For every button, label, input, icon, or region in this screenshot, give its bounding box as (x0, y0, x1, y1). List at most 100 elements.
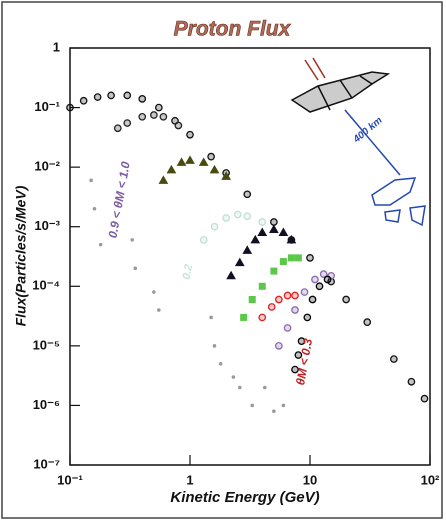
annotation: θM < 0.3 (293, 337, 315, 386)
point (286, 234, 297, 244)
point (257, 227, 268, 236)
point (267, 303, 276, 311)
point (233, 210, 242, 219)
point (420, 394, 429, 403)
orbit-sketch (344, 109, 426, 227)
point (294, 254, 302, 262)
point (107, 91, 115, 100)
point (291, 291, 299, 300)
point (176, 157, 187, 166)
y-tick-label: 1 (53, 39, 60, 54)
y-tick-label: 10⁻⁷ (33, 456, 60, 471)
point (113, 124, 122, 133)
point (199, 236, 208, 244)
point (250, 403, 255, 408)
point (93, 93, 102, 101)
point (283, 324, 292, 332)
point (407, 377, 416, 386)
point (198, 157, 209, 166)
x-tick-label: 10² (421, 472, 440, 487)
x-tick-label: 1 (186, 472, 193, 487)
point (342, 295, 350, 304)
point (319, 270, 328, 278)
point (291, 306, 299, 314)
point (186, 130, 194, 139)
point (303, 313, 312, 322)
point (390, 355, 398, 363)
point (270, 218, 278, 226)
point (159, 112, 168, 121)
point (221, 171, 231, 180)
point (281, 403, 286, 408)
point (185, 155, 195, 164)
point (243, 190, 252, 199)
point (315, 282, 324, 291)
point (306, 254, 314, 262)
point (248, 296, 256, 304)
point (89, 178, 93, 183)
x-tick-label: 10⁻¹ (57, 472, 83, 487)
point (66, 103, 74, 112)
y-tick-label: 10⁻² (34, 159, 60, 174)
point (283, 291, 292, 300)
point (218, 361, 223, 366)
point (363, 318, 372, 327)
point (138, 95, 147, 103)
y-tick-label: 10⁻³ (34, 218, 60, 233)
point (123, 119, 132, 127)
annotation: 400 km (351, 115, 385, 146)
point (123, 91, 132, 100)
point (311, 275, 319, 284)
point (270, 267, 278, 275)
point (237, 385, 242, 390)
point (209, 164, 220, 174)
point (272, 409, 276, 414)
point (207, 152, 215, 161)
point (279, 258, 287, 266)
x-tick-label: 10 (303, 472, 317, 487)
point (274, 342, 283, 350)
point (258, 218, 267, 226)
point (150, 111, 158, 119)
y-tick-label: 10⁻⁵ (33, 337, 60, 352)
point (130, 238, 135, 242)
point (138, 112, 147, 121)
y-tick-label: 10⁻⁶ (33, 397, 60, 412)
point (152, 290, 156, 294)
point (297, 337, 306, 345)
point (258, 313, 267, 322)
x-axis-label: Kinetic Energy (GeV) (170, 489, 319, 506)
point (209, 315, 213, 320)
point (243, 212, 252, 221)
point (226, 270, 236, 280)
point (174, 121, 183, 130)
point (323, 275, 332, 284)
y-tick-label: 10⁻¹ (34, 99, 60, 114)
plot-frame (69, 47, 431, 466)
point (308, 295, 317, 304)
point (269, 224, 279, 233)
point (278, 227, 289, 236)
point (294, 351, 303, 359)
point (92, 206, 97, 211)
chart-title: Proton Flux (174, 18, 292, 41)
point (291, 365, 299, 374)
point (300, 288, 309, 296)
point (157, 308, 161, 312)
y-axis-label: Flux(Particles/s/MeV) (13, 185, 29, 326)
point (231, 375, 236, 379)
point (158, 175, 169, 184)
point (240, 313, 248, 321)
annotation: 0.9 < θM < 1.0 (106, 160, 133, 239)
point (274, 295, 283, 304)
annotation: 0.2 (181, 263, 195, 280)
point (258, 282, 266, 290)
point (287, 254, 295, 262)
point (210, 222, 219, 231)
point (98, 242, 103, 247)
point (166, 164, 177, 174)
point (222, 214, 230, 222)
point (154, 103, 163, 112)
